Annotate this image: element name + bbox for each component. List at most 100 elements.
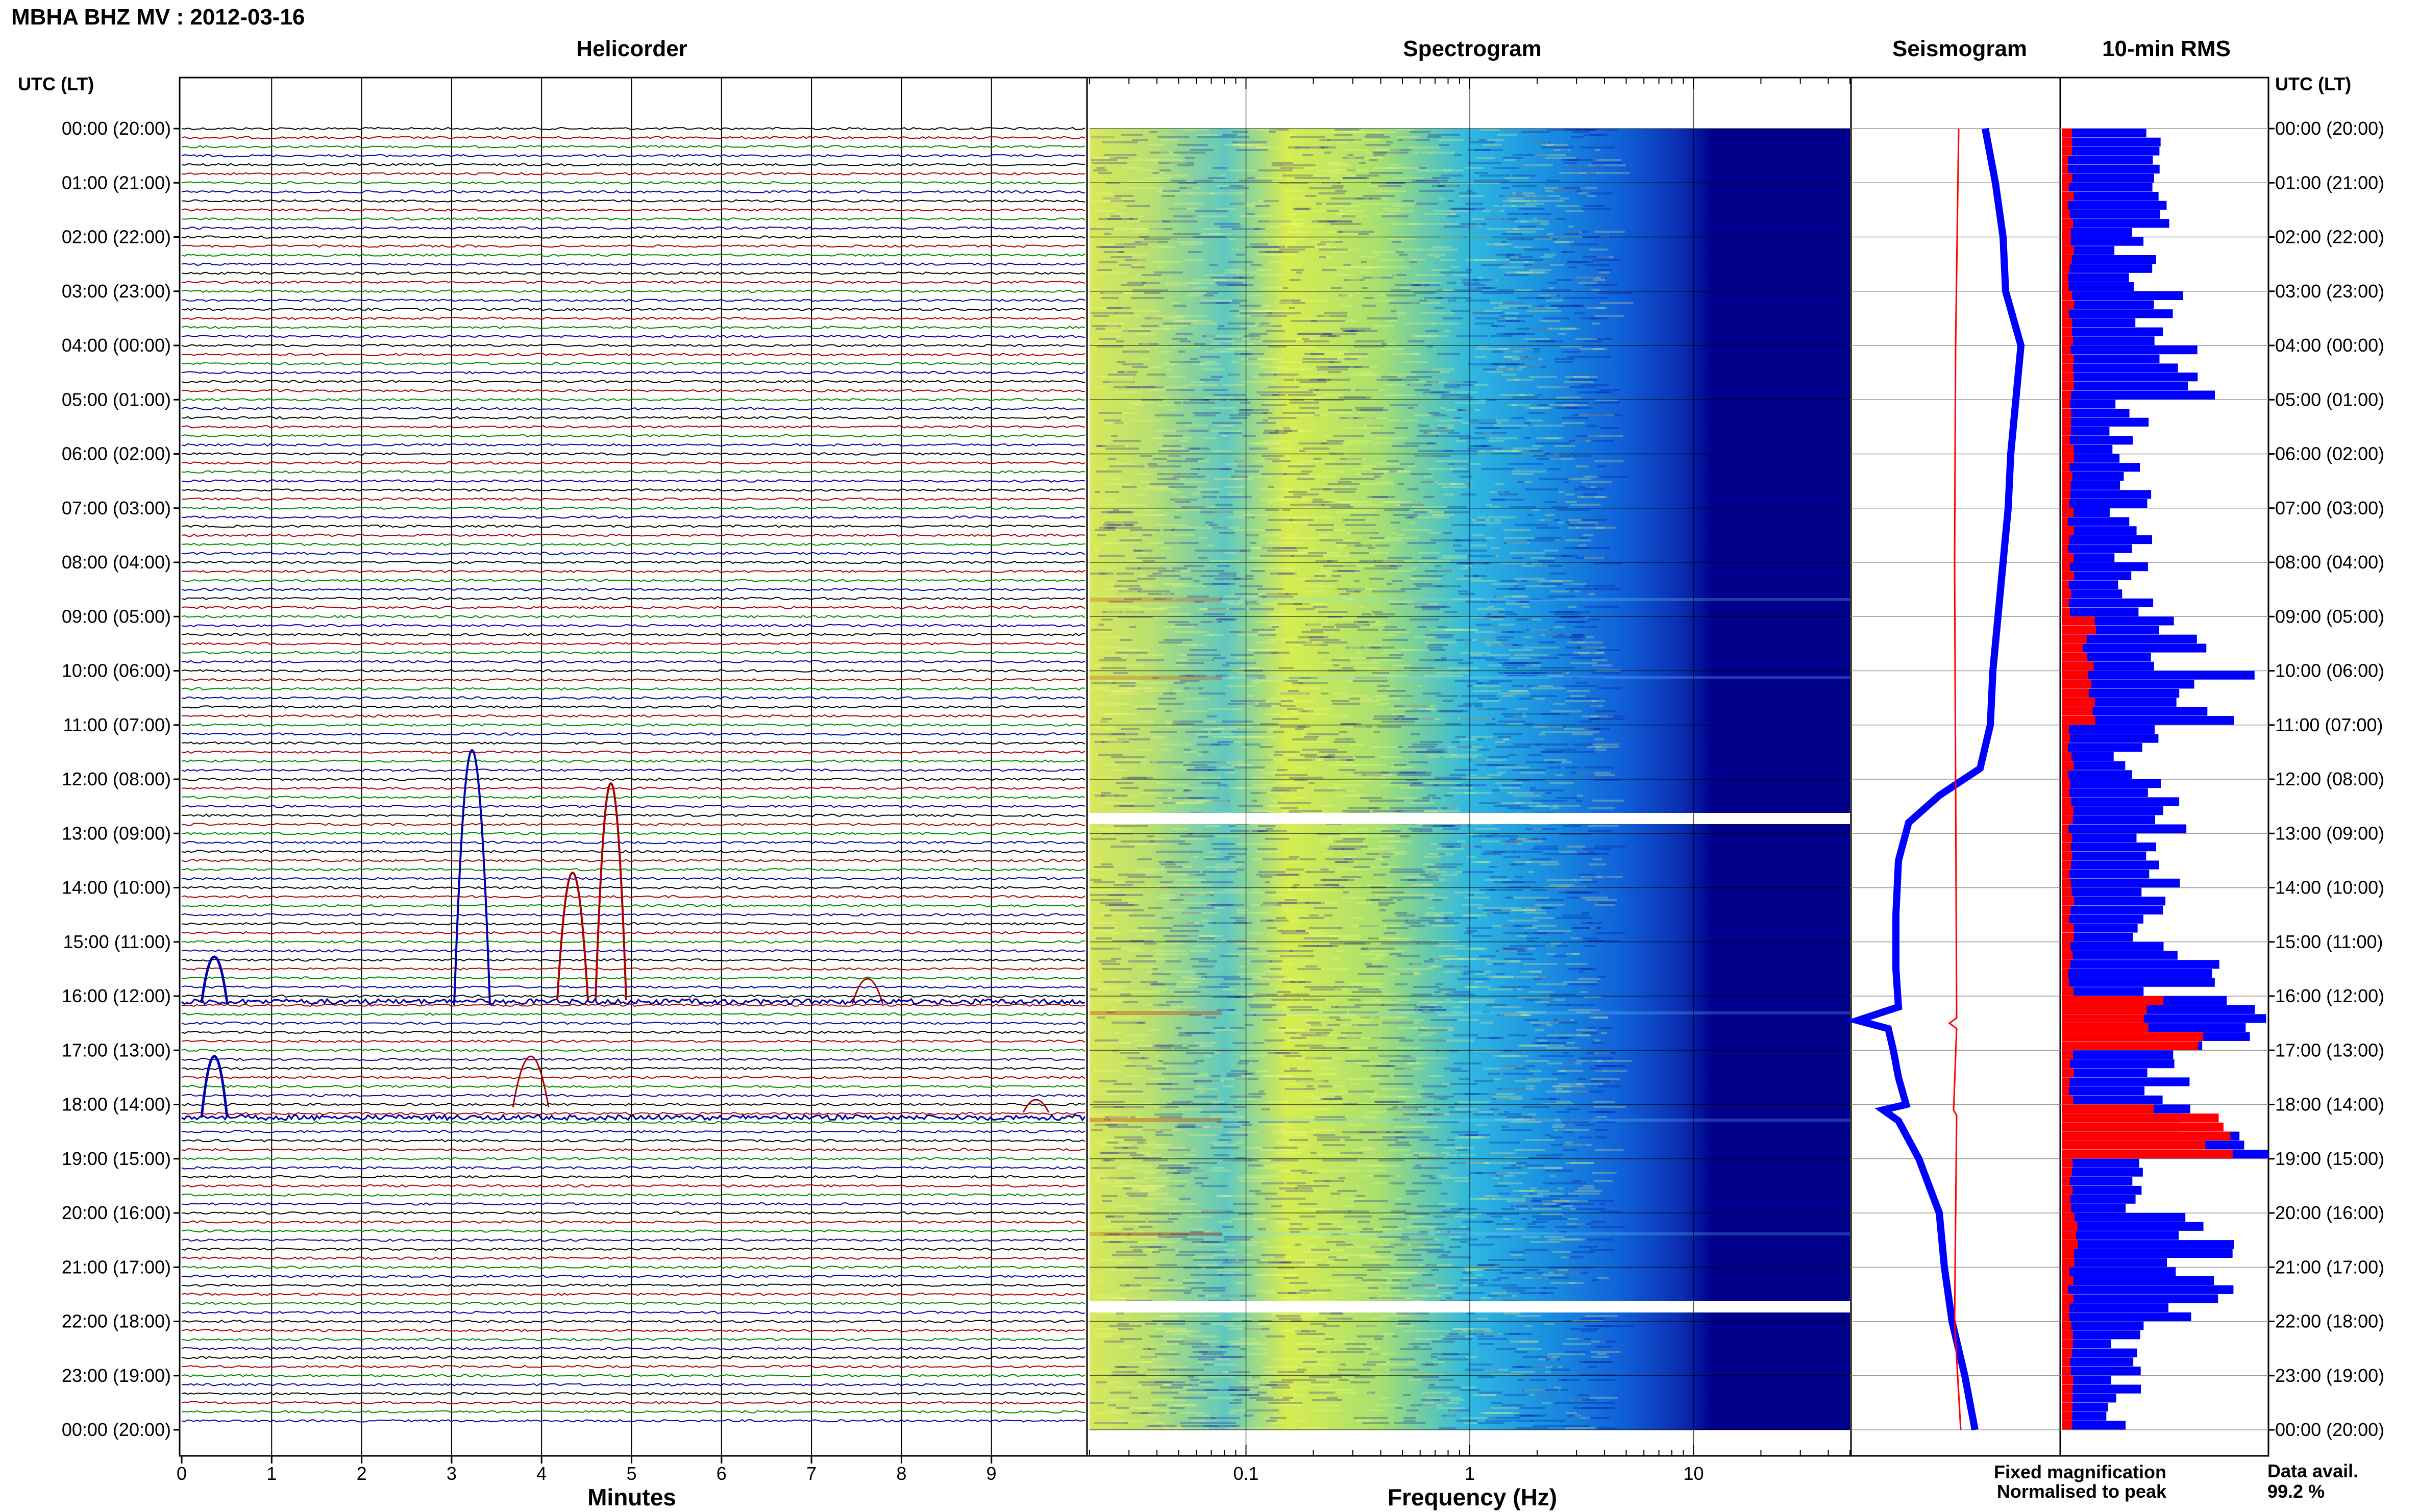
rms-bar-normalised [2062,1068,2074,1077]
rms-bar-normalised [2062,897,2075,906]
helicorder-trace [181,913,1085,916]
rms-bar-normalised [2062,1041,2199,1050]
rms-bar-fixed [2062,743,2142,752]
helicorder-trace [181,696,1085,700]
rms-bar-normalised [2062,933,2074,942]
rms-bar-fixed [2062,517,2130,526]
helicorder-trace [181,1175,1085,1179]
helicorder-trace [181,524,1085,528]
rms-bar-fixed [2062,390,2215,400]
rms-bar-normalised [2062,129,2072,138]
time-label-right: 21:00 (17:00) [2275,1256,2384,1277]
time-label-right: 06:00 (02:00) [2275,443,2384,464]
helicorder-event [200,1055,229,1118]
rms-bar-fixed [2062,1312,2191,1321]
time-label-left: 13:00 (09:00) [62,823,171,844]
rms-bar-fixed [2062,490,2152,499]
rms-bar-normalised [2062,1384,2073,1394]
rms-bar-normalised [2062,969,2068,978]
rms-bar-normalised [2062,1204,2071,1213]
rms-bar-normalised [2062,219,2074,228]
rms-bar-normalised [2062,255,2072,264]
rms-bar-normalised [2062,390,2071,400]
helicorder-event [595,782,627,1001]
rms-bar-fixed [2062,526,2137,535]
rms-bar-normalised [2062,1077,2070,1086]
helicorder-trace [181,398,1085,402]
rms-bar-normalised [2062,1312,2069,1321]
helicorder-trace [181,813,1085,817]
rms-bar-fixed [2062,643,2207,653]
rms-bar-normalised [2062,345,2071,355]
rms-bar-fixed [2062,237,2144,246]
time-label-right: 02:00 (22:00) [2275,227,2384,247]
rms-bar-fixed [2062,833,2137,842]
rms-bar-fixed [2062,201,2167,210]
rms-bar-normalised [2062,571,2074,580]
rms-panel [2059,77,2269,1457]
rms-bar-normalised [2062,634,2087,643]
rms-bar-normalised [2062,941,2071,951]
helicorder-trace [181,958,1085,962]
rms-bar-normalised [2062,797,2071,806]
helicorder-trace [181,1157,1085,1161]
helicorder-trace [181,370,1085,375]
rms-bar-normalised [2062,1122,2224,1132]
rms-bar-fixed [2062,788,2148,797]
rms-bar-fixed [2062,1384,2141,1394]
rms-bar-normalised [2062,381,2074,390]
rms-bar-fixed [2062,444,2113,454]
rms-bar-normalised [2062,201,2068,210]
rms-bar-fixed [2062,219,2169,228]
helicorder-trace [181,326,1085,329]
seismogram-title: Seismogram [1892,36,2027,61]
rms-bar-normalised [2062,978,2069,987]
rms-bar-normalised [2062,824,2069,833]
time-label-left: 01:00 (21:00) [62,172,171,193]
rms-bar-fixed [2062,499,2148,508]
rms-bar-normalised [2062,1276,2074,1285]
rms-title: 10-min RMS [2102,36,2231,61]
rms-bar-normalised [2062,264,2070,273]
rms-bar-fixed [2062,427,2110,436]
rms-bar-normalised [2062,156,2068,165]
minutes-tick-label: 8 [896,1463,906,1484]
rms-bar-normalised [2062,228,2071,237]
helicorder-trace [181,858,1085,862]
helicorder-trace [181,1328,1085,1332]
rms-bar-normalised [2062,1195,2070,1204]
rms-bar-normalised [2062,996,2164,1005]
time-label-left: 18:00 (14:00) [62,1094,171,1115]
minutes-tick-label: 2 [357,1463,367,1484]
helicorder-trace [181,244,1085,248]
time-label-left: 19:00 (15:00) [62,1148,171,1169]
legend-normalised-to-peak: Normalised to peak [1997,1481,2167,1502]
time-label-left: 10:00 (06:00) [62,660,171,681]
rms-bar-normalised [2062,1258,2075,1267]
rms-bar-normalised [2062,1285,2068,1294]
helicorder-trace [181,1202,1085,1206]
helicorder-trace [181,1410,1085,1414]
rms-bar-normalised [2062,607,2070,616]
rms-bar-fixed [2062,905,2163,915]
helicorder-trace [181,823,1085,826]
rms-bar-normalised [2062,1158,2073,1168]
rms-bar-fixed [2062,734,2159,743]
rms-bar-normalised [2062,499,2069,508]
time-label-left: 12:00 (08:00) [62,769,171,789]
seismogram-panel [1845,77,2061,1457]
rms-bar-fixed [2062,336,2155,345]
helicorder-trace [181,163,1085,167]
time-label-right: 00:00 (20:00) [2275,118,2384,139]
rms-bar-normalised [2062,1240,2078,1249]
rms-bar-fixed [2062,1240,2234,1249]
helicorder-trace [181,136,1085,140]
rms-bar-normalised [2062,454,2075,463]
rms-bar-normalised [2062,951,2073,960]
rms-bar-normalised [2062,688,2089,698]
minutes-tick-label: 1 [266,1463,277,1484]
helicorder-trace [181,289,1085,293]
helicorder-trace [181,777,1085,781]
helicorder-trace [181,443,1085,447]
rms-bar-normalised [2062,580,2069,589]
